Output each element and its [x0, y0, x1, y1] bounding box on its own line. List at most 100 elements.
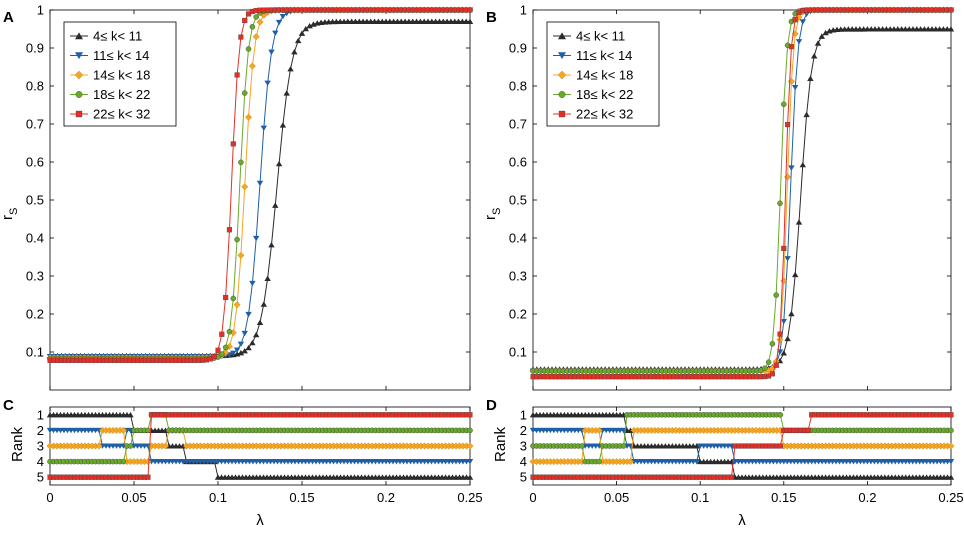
panel-a-data-point — [226, 328, 233, 335]
panel-b-data-point — [799, 161, 806, 168]
panel-b-data-point — [780, 318, 787, 325]
panel-a-data-point — [237, 349, 245, 356]
panel-letter-b: B — [486, 9, 497, 26]
panel-a-data-point — [219, 331, 225, 337]
panel-a-data-point — [245, 344, 252, 351]
panel-b-data-point — [788, 310, 795, 317]
panel-a-data-point — [287, 65, 294, 72]
panel-a-data-point — [237, 341, 245, 348]
panel-d-rank-markers-4 — [530, 412, 954, 465]
panel-a-y-tick-label: 0.6 — [26, 155, 44, 170]
panel-c-x-tick-label: 0.25 — [457, 490, 482, 505]
panel-a-data-point — [306, 22, 313, 29]
panel-b-data-point — [814, 40, 822, 46]
panel-a-y-tick-label: 0.4 — [26, 231, 44, 246]
panel-b-data-point — [792, 84, 799, 91]
panel-a-data-point — [253, 14, 259, 20]
panel-d-rank-point — [596, 458, 602, 465]
panel-b-legend: 4≤ k< 11 11≤ k< 14 14≤ k< 18 18≤ k< 22 22≤ k… — [546, 21, 660, 127]
panel-b-data-point — [807, 75, 814, 81]
panel-a-legend-box — [63, 21, 177, 127]
panel-b-data-point — [781, 245, 787, 251]
panel-b-legend-marker — [558, 32, 566, 40]
panel-b-data-point — [811, 53, 818, 59]
panel-d-rank-point — [693, 443, 700, 449]
panel-d-rank-line-4 — [533, 414, 951, 463]
panel-a-data-point — [245, 46, 252, 52]
panel-d-rank-markers-5 — [530, 412, 954, 480]
panel-a-data-point — [234, 72, 240, 78]
panel-d-rank-point — [805, 427, 811, 433]
panel-a-y-tick-label: 0.1 — [26, 345, 44, 360]
panel-d-y-tick-label: 4 — [520, 454, 527, 469]
panel-a-data-point — [234, 236, 240, 243]
panel-b-data-point — [784, 256, 791, 262]
panel-c-rank-markers-3 — [46, 426, 474, 466]
panel-c-x-tick-label: 0.2 — [377, 490, 395, 505]
panel-a-legend-marker — [75, 32, 83, 40]
panel-a-data-point — [223, 294, 229, 301]
panel-b-data-point — [784, 173, 792, 181]
panel-c-y-tick-label: 5 — [37, 470, 44, 485]
panel-b-data-point — [773, 362, 779, 368]
panel-a-y-tick-label: 0.5 — [26, 193, 44, 208]
panel-a-data-point — [272, 202, 279, 208]
panel-a-y-tick-label: 0.2 — [26, 307, 44, 322]
panel-b-y-tick-label: 0.9 — [509, 41, 527, 56]
panel-a-data-point — [226, 227, 233, 233]
panel-d-rank-point — [627, 458, 635, 466]
panel-a-data-point — [242, 17, 248, 24]
panel-a-data-point — [249, 339, 256, 346]
panel-b-legend-label: 18≤ k< 22 — [576, 87, 633, 102]
panel-a-data-point — [256, 18, 264, 26]
panel-c-y-tick-label: 1 — [37, 407, 44, 422]
panel-c-x-tick-label: 0.1 — [209, 490, 227, 505]
panel-a-legend-label: 11≤ k< 14 — [93, 48, 149, 63]
panel-a-data-point — [230, 350, 237, 357]
panel-b-legend-marker — [558, 91, 566, 98]
panel-b-legend-label: 11≤ k< 14 — [576, 48, 632, 63]
panel-a-data-point — [298, 30, 306, 36]
panel-a-legend-label: 4≤ k< 11 — [93, 29, 142, 44]
panel-c-rank-point — [127, 443, 134, 449]
panel-c-rank-markers-5 — [47, 412, 473, 480]
panel-a-data-point — [230, 141, 236, 147]
panel-a-y-tick-label: 0.7 — [26, 117, 44, 132]
panel-a-legend-label: 14≤ k< 18 — [93, 68, 150, 83]
panel-a-data-point — [279, 122, 287, 128]
panel-d-rank-markers-2 — [529, 427, 955, 465]
panel-b-data-point — [777, 331, 783, 337]
panel-a-y-tick-label: 0.9 — [26, 41, 44, 56]
panel-d-rank-point — [948, 427, 954, 434]
panel-a-legend-marker — [74, 70, 84, 80]
panel-c-rank-point — [120, 458, 127, 465]
panel-d-rank-point — [729, 474, 735, 480]
panel-b-data-point — [818, 33, 825, 39]
panel-d-rank-point — [947, 459, 955, 465]
panel-b-data-point — [947, 26, 955, 32]
panel-d-rank-point — [579, 443, 585, 449]
panel-a-legend-label: 18≤ k< 22 — [93, 87, 150, 102]
panel-b-y-tick-label: 0.3 — [509, 269, 527, 284]
panel-c-rank-point — [95, 442, 103, 450]
panel-b-data-point — [803, 111, 810, 118]
panel-a-data-point — [249, 280, 256, 287]
panel-b-data-point — [769, 340, 776, 347]
panel-b-data-point — [784, 335, 791, 342]
panel-c-rank-markers-2 — [46, 427, 474, 465]
panel-a-data-point — [467, 7, 473, 13]
panel-d-x-tick-label: 0.15 — [771, 490, 796, 505]
panel-b-y-axis-title: rS — [482, 208, 503, 220]
panel-d-rank-point — [620, 443, 627, 449]
panel-letter-a: A — [3, 9, 14, 26]
panel-a-data-point — [252, 331, 260, 338]
panel-b-data-point — [762, 365, 768, 372]
panel-b-data-point — [780, 277, 788, 285]
panel-a-data-point — [219, 351, 225, 357]
panel-a-data-point — [260, 125, 268, 132]
panel-a-data-point — [211, 354, 217, 360]
panel-a-data-point — [237, 251, 245, 259]
panel-a-data-point — [283, 90, 290, 96]
panel-b-y-tick-label: 1 — [520, 3, 527, 18]
panel-d-rank-point — [947, 474, 955, 480]
